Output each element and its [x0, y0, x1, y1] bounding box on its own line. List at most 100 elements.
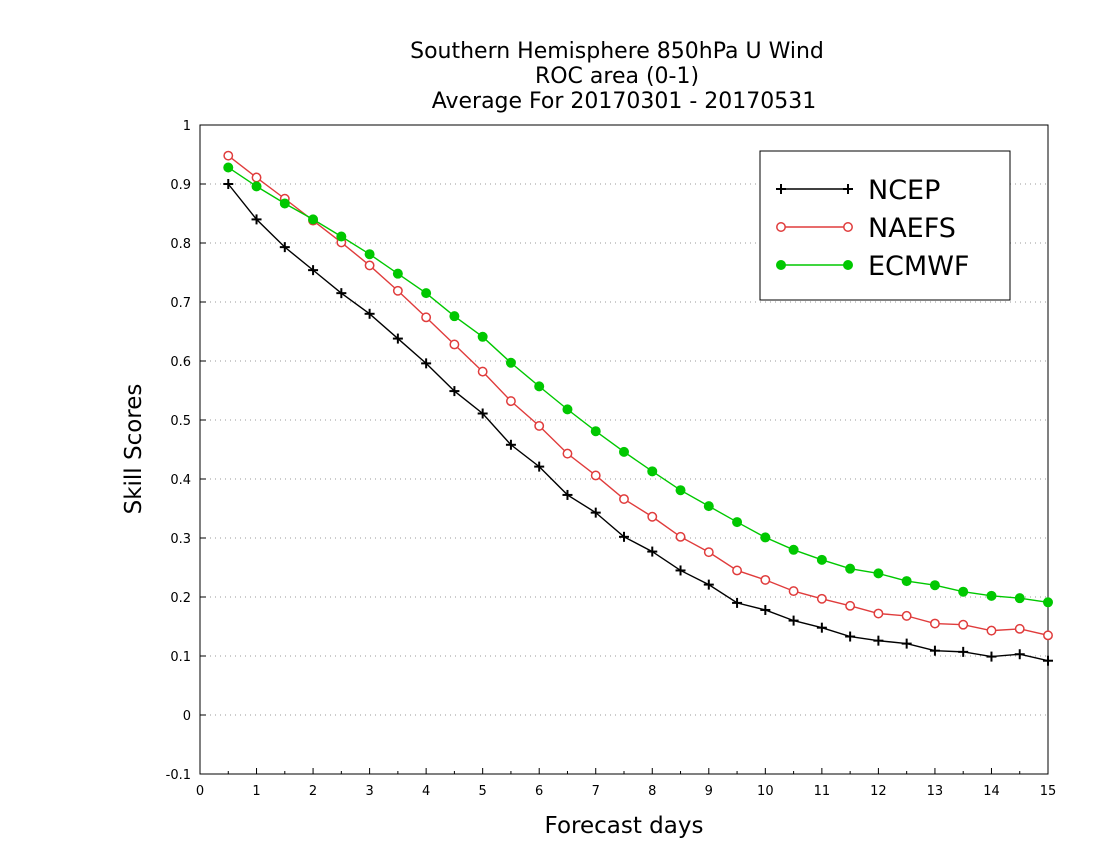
data-point-ecmwf — [562, 404, 573, 415]
data-point-ecmwf — [308, 214, 319, 225]
legend-entry-ecmwf: ECMWF — [776, 251, 969, 282]
y-tick-label: 0.2 — [170, 591, 191, 606]
legend-marker-end — [843, 260, 853, 270]
legend-label-naefs: NAEFS — [868, 213, 956, 244]
x-tick-label: 15 — [1040, 784, 1057, 799]
data-point-ncep — [986, 651, 997, 662]
data-point-ecmwf — [392, 268, 403, 279]
data-point-ecmwf — [958, 586, 969, 597]
data-point-ecmwf — [845, 563, 856, 574]
data-point-ncep — [873, 635, 884, 646]
data-point-naefs — [449, 339, 460, 350]
y-tick-label: 1 — [183, 119, 191, 134]
data-point-ncep — [308, 265, 319, 276]
x-tick-label: 10 — [757, 784, 774, 799]
x-tick-label: 0 — [196, 784, 204, 799]
data-point-ncep — [845, 631, 856, 642]
series-ncep — [223, 179, 1053, 666]
data-point-ncep — [590, 507, 601, 518]
data-point-naefs — [647, 511, 658, 522]
data-point-ecmwf — [505, 357, 516, 368]
data-point-naefs — [873, 608, 884, 619]
data-point-ncep — [336, 288, 347, 299]
data-point-ncep — [760, 604, 771, 615]
data-point-ncep — [703, 579, 714, 590]
data-point-naefs — [732, 565, 743, 576]
data-point-ncep — [958, 646, 969, 657]
data-point-naefs — [675, 531, 686, 542]
data-point-ncep — [223, 179, 234, 189]
x-tick-label: 1 — [252, 784, 260, 799]
data-point-naefs — [251, 172, 262, 183]
data-point-ecmwf — [901, 576, 912, 587]
legend-entry-ncep: NCEP — [776, 175, 940, 206]
data-point-naefs — [364, 260, 375, 271]
y-tick-label: 0.9 — [170, 178, 191, 193]
data-point-ecmwf — [760, 532, 771, 543]
y-axis-ticks: -0.1 0 0.1 0.2 0.3 0.4 0.5 0.6 0.7 0.8 0.9 1 — [166, 119, 206, 783]
legend: NCEP NAEFS ECMWF — [759, 150, 1011, 301]
data-point-ecmwf — [873, 568, 884, 579]
legend-marker-end — [843, 222, 853, 232]
chart-title-line-1: Southern Hemisphere 850hPa U Wind — [410, 39, 824, 64]
data-point-naefs — [223, 150, 234, 161]
x-tick-label: 12 — [870, 784, 887, 799]
y-tick-label: -0.1 — [166, 768, 191, 783]
data-point-ncep — [647, 546, 658, 557]
data-point-ecmwf — [816, 554, 827, 565]
data-point-ncep — [534, 461, 545, 472]
x-tick-label: 3 — [365, 784, 373, 799]
data-point-ecmwf — [647, 466, 658, 477]
data-point-naefs — [505, 396, 516, 407]
chart-title: Southern Hemisphere 850hPa U Wind ROC ar… — [410, 39, 824, 114]
data-point-ncep — [477, 408, 488, 419]
data-point-ecmwf — [1043, 597, 1053, 608]
y-axis-label: Skill Scores — [121, 384, 147, 515]
x-tick-label: 2 — [309, 784, 317, 799]
x-tick-label: 11 — [814, 784, 831, 799]
legend-entry-naefs: NAEFS — [776, 213, 956, 244]
series-layer — [223, 150, 1053, 666]
data-point-naefs — [958, 619, 969, 630]
data-point-naefs — [590, 470, 601, 481]
data-point-ncep — [562, 489, 573, 500]
x-tick-label: 13 — [927, 784, 944, 799]
data-point-ecmwf — [788, 544, 799, 555]
data-point-ecmwf — [279, 198, 290, 209]
data-point-ncep — [364, 308, 375, 319]
data-point-ncep — [929, 645, 940, 656]
x-tick-label: 5 — [479, 784, 487, 799]
data-point-ncep — [1043, 655, 1053, 666]
y-tick-label: 0.5 — [170, 414, 191, 429]
data-point-ncep — [279, 242, 290, 253]
data-point-ncep — [421, 358, 432, 369]
x-tick-label: 8 — [648, 784, 656, 799]
legend-marker-start — [776, 222, 786, 232]
series-line-ncep — [227, 183, 1049, 662]
data-point-naefs — [929, 618, 940, 629]
data-point-naefs — [1043, 630, 1053, 641]
legend-marker-start — [776, 260, 786, 270]
data-point-ncep — [675, 565, 686, 576]
data-point-ncep — [732, 597, 743, 608]
data-point-ncep — [901, 638, 912, 649]
y-tick-label: 0.7 — [170, 296, 191, 311]
data-point-naefs — [703, 547, 714, 558]
x-tick-label: 4 — [422, 784, 430, 799]
y-tick-label: 0.3 — [170, 532, 191, 547]
data-point-ecmwf — [929, 580, 940, 591]
data-point-naefs — [392, 285, 403, 296]
y-tick-label: 0.6 — [170, 355, 191, 370]
legend-box — [759, 150, 1011, 301]
data-point-ecmwf — [1014, 593, 1025, 604]
data-point-ecmwf — [703, 501, 714, 512]
data-point-ncep — [788, 615, 799, 626]
legend-marker-start — [776, 184, 786, 194]
data-point-ecmwf — [364, 249, 375, 260]
data-point-naefs — [788, 586, 799, 597]
y-tick-label: 0 — [183, 709, 191, 724]
data-point-naefs — [816, 593, 827, 604]
data-point-naefs — [534, 420, 545, 431]
data-point-ncep — [816, 622, 827, 633]
x-axis-label: Forecast days — [545, 813, 704, 839]
